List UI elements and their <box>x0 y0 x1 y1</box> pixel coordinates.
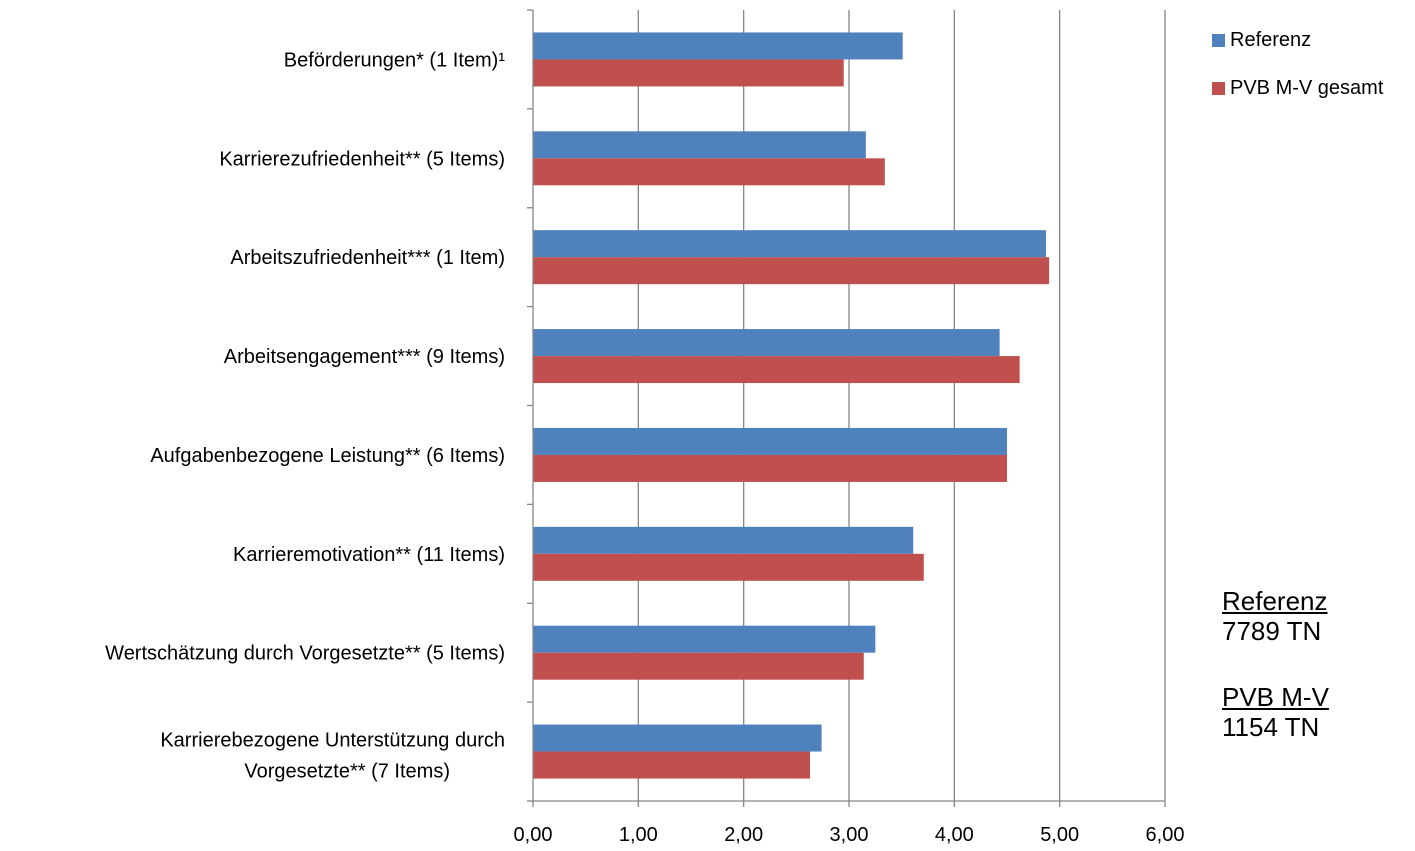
bar-pvb <box>533 158 885 186</box>
bar-referenz <box>533 329 1000 357</box>
legend-label-referenz: Referenz <box>1230 29 1312 51</box>
x-tick-label: 4,00 <box>935 824 974 846</box>
category-label: Aufgabenbezogene Leistung** (6 Items) <box>150 445 505 467</box>
note-referenz-title: Referenz <box>1222 586 1328 616</box>
legend-label-pvb: PVB M-V gesamt <box>1230 77 1384 99</box>
bar-pvb <box>533 356 1020 384</box>
category-label: Beförderungen* (1 Item)¹ <box>284 49 506 71</box>
category-label: Wertschätzung durch Vorgesetzte** (5 Ite… <box>105 643 505 665</box>
bar-pvb <box>533 553 924 581</box>
bar-pvb <box>533 59 844 87</box>
legend-swatch-pvb <box>1212 82 1225 95</box>
bar-referenz <box>533 131 866 159</box>
bar-referenz <box>533 526 914 554</box>
note-referenz-value: 7789 TN <box>1222 616 1322 646</box>
bar-pvb <box>533 257 1050 285</box>
category-label: Arbeitsengagement*** (9 Items) <box>224 346 505 368</box>
x-tick-label: 6,00 <box>1146 824 1185 846</box>
x-tick-label: 2,00 <box>724 824 763 846</box>
bar-pvb <box>533 751 811 779</box>
bar-pvb <box>533 454 1007 482</box>
bar-referenz <box>533 625 876 653</box>
bar-referenz <box>533 427 1007 455</box>
x-tick-label: 5,00 <box>1040 824 1079 846</box>
x-tick-label: 1,00 <box>619 824 658 846</box>
category-label: Karrieremotivation** (11 Items) <box>233 544 505 566</box>
note-referenz: Referenz 7789 TN <box>1222 586 1328 646</box>
note-pvb: PVB M-V 1154 TN <box>1222 682 1329 742</box>
legend-swatch-referenz <box>1212 34 1225 47</box>
bar-referenz <box>533 724 822 752</box>
category-label: Karrierebezogene Unterstützung durch Vorg… <box>160 730 505 783</box>
bar-referenz <box>533 230 1046 258</box>
x-tick-label: 3,00 <box>830 824 869 846</box>
category-label: Karrierezufriedenheit** (5 Items) <box>219 148 505 170</box>
note-pvb-title: PVB M-V <box>1222 682 1329 712</box>
bar-referenz <box>533 32 903 60</box>
bar-pvb <box>533 652 864 680</box>
x-tick-label: 0,00 <box>514 824 553 846</box>
note-pvb-value: 1154 TN <box>1222 712 1320 742</box>
category-label: Arbeitszufriedenheit*** (1 Item) <box>230 247 505 269</box>
